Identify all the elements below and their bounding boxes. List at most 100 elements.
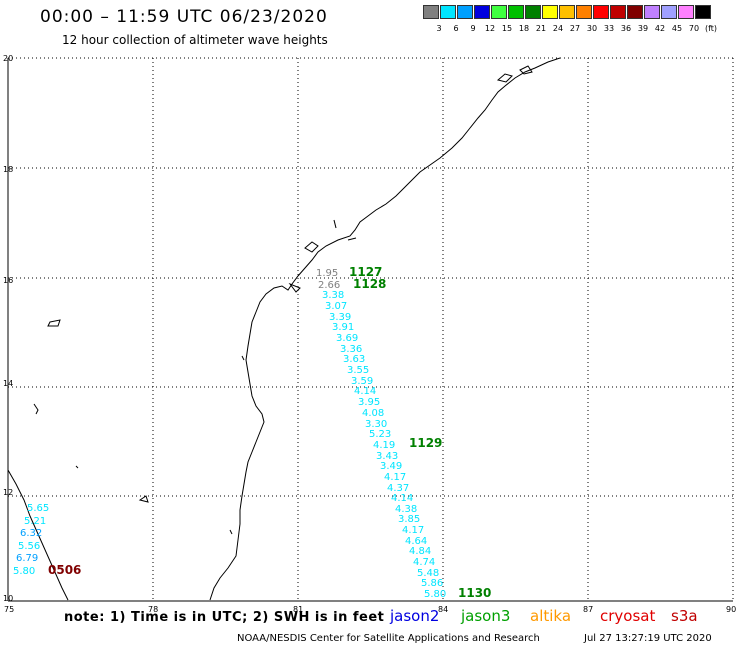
colorbar-label: 3 — [436, 24, 442, 33]
wave-height-observations: 1.95 2.66 3.38 3.07 3.39 3.91 3.69 3.36 … — [13, 268, 446, 600]
observation-label: 4.74 — [413, 557, 435, 568]
observation-label: 4.08 — [362, 408, 384, 419]
observation-label: 5.80 — [13, 566, 35, 577]
observation-label: 5.86 — [421, 578, 443, 589]
footer-note: note: 1) Time is in UTC; 2) SWH is in fe… — [64, 610, 385, 625]
colorbar-swatch — [440, 5, 456, 19]
observation-label: 4.14 — [391, 493, 413, 504]
satellite-legend-altika: altika — [530, 607, 572, 625]
observation-label: 3.30 — [365, 419, 387, 430]
track-label: 1129 — [409, 436, 442, 450]
colorbar-swatch — [423, 5, 439, 19]
satellite-legend-jason3: jason3 — [461, 607, 511, 625]
observation-label: 4.17 — [384, 472, 406, 483]
colorbar-swatch — [627, 5, 643, 19]
observation-label: 5.48 — [417, 568, 439, 579]
colorbar-swatch — [542, 5, 558, 19]
observation-label: 3.95 — [358, 397, 380, 408]
y-tick-label: 12 — [3, 488, 13, 497]
x-tick-label: 78 — [148, 605, 158, 614]
observation-label: 3.43 — [376, 451, 398, 462]
observation-label: 4.17 — [402, 525, 424, 536]
x-tick-label: 84 — [438, 605, 448, 614]
colorbar-label: 18 — [518, 24, 530, 33]
satellite-legend-s3a: s3a — [671, 607, 698, 625]
colorbar-swatch — [695, 5, 711, 19]
observation-label: 4.14 — [354, 386, 376, 397]
colorbar-swatch — [559, 5, 575, 19]
colorbar-swatch — [491, 5, 507, 19]
colorbar-label: 30 — [586, 24, 598, 33]
y-tick-label: 20 — [3, 54, 13, 63]
colorbar-swatch — [576, 5, 592, 19]
colorbar-label: 15 — [501, 24, 513, 33]
colorbar-swatch — [508, 5, 524, 19]
colorbar-label: 33 — [603, 24, 615, 33]
observation-label: 3.55 — [347, 365, 369, 376]
colorbar-swatch — [593, 5, 609, 19]
x-tick-label: 81 — [293, 605, 303, 614]
observation-label: 5.65 — [27, 503, 49, 514]
colorbar-swatch — [525, 5, 541, 19]
observation-label: 3.69 — [336, 333, 358, 344]
colorbar-label: 70 — [688, 24, 700, 33]
sri-lanka-coast — [7, 469, 69, 601]
observation-label: 3.39 — [329, 312, 351, 323]
observation-label: 3.85 — [398, 514, 420, 525]
observation-label: 3.38 — [322, 290, 344, 301]
chart-subtitle: 12 hour collection of altimeter wave hei… — [62, 33, 328, 47]
observation-label: 2.66 — [318, 280, 340, 291]
observation-label: 3.91 — [332, 322, 354, 333]
colorbar-label: 6 — [453, 24, 459, 33]
observation-label: 6.32 — [20, 528, 42, 539]
credit-text: NOAA/NESDIS Center for Satellite Applica… — [237, 633, 540, 644]
track-label: 1130 — [458, 586, 491, 600]
satellite-legend-cryosat: cryosat — [600, 607, 656, 625]
observation-label: 3.49 — [380, 461, 402, 472]
observation-label: 6.79 — [16, 553, 38, 564]
observation-label: 4.38 — [395, 504, 417, 515]
colorbar-swatch — [610, 5, 626, 19]
colorbar-swatch — [474, 5, 490, 19]
x-tick-label: 75 — [4, 605, 14, 614]
india-east-coastline — [33, 57, 561, 601]
map-frame — [7, 58, 733, 602]
colorbar-swatch — [457, 5, 473, 19]
observation-label: 3.07 — [325, 301, 347, 312]
x-tick-labels: 75 78 81 84 87 90 — [4, 605, 736, 614]
colorbar-swatch — [678, 5, 694, 19]
colorbar-label: 12 — [484, 24, 496, 33]
track-label: 1128 — [353, 277, 386, 291]
colorbar-label: 39 — [637, 24, 649, 33]
observation-label: 1.95 — [316, 268, 338, 279]
observation-label: 3.63 — [343, 354, 365, 365]
observation-label: 3.36 — [340, 344, 362, 355]
observation-label: 4.64 — [405, 536, 427, 547]
colorbar-label: 24 — [552, 24, 564, 33]
observation-label: 5.80 — [424, 589, 446, 600]
generated-timestamp: Jul 27 13:27:19 UTC 2020 — [584, 633, 712, 644]
y-tick-label: 14 — [3, 379, 13, 388]
observation-label: 4.19 — [373, 440, 395, 451]
y-tick-label: 16 — [3, 276, 13, 285]
y-tick-label: 10 — [3, 594, 13, 603]
observation-label: 4.37 — [387, 483, 409, 494]
chart-title: 00:00 – 11:59 UTC 06/23/2020 — [40, 7, 328, 27]
observation-label: 5.21 — [24, 516, 46, 527]
colorbar-label: 36 — [620, 24, 632, 33]
satellite-legend-jason2: jason2 — [390, 607, 440, 625]
observation-label: 5.56 — [18, 541, 40, 552]
lat-lon-grid — [8, 57, 734, 601]
colorbar-swatch — [661, 5, 677, 19]
observation-label: 5.23 — [369, 429, 391, 440]
observation-label: 4.84 — [409, 546, 431, 557]
observation-label: 3.59 — [351, 376, 373, 387]
y-tick-label: 18 — [3, 165, 13, 174]
colorbar-unit: (ft) — [704, 24, 718, 33]
colorbar-swatch — [644, 5, 660, 19]
colorbar-label: 9 — [470, 24, 476, 33]
track-labels: 1127 1128 1129 1130 0506 — [48, 265, 491, 600]
track-label: 1127 — [349, 265, 382, 279]
colorbar-label: 45 — [671, 24, 683, 33]
